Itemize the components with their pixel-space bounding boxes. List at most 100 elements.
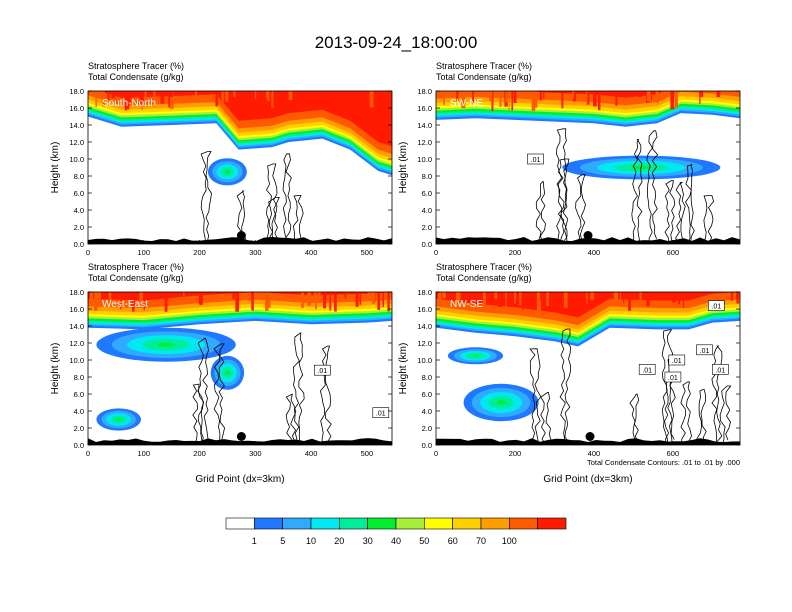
colorbar-label: 60 — [448, 536, 458, 546]
tracer-streak — [235, 292, 239, 312]
x-tick-label: 500 — [361, 248, 374, 257]
colorbar-swatch — [423, 517, 453, 530]
plot-area: .01 — [436, 91, 740, 244]
tracer-streak — [194, 91, 197, 99]
terrain — [436, 438, 740, 445]
tracer-streak — [628, 292, 631, 311]
terrain — [88, 438, 392, 445]
panel-south-north: South-North Stratosphere Tracer (%)Total … — [50, 61, 393, 257]
contour-label: .01 — [711, 304, 721, 311]
tracer-streak — [531, 91, 536, 111]
panel-header: Total Condensate (g/kg) — [436, 72, 532, 82]
tracer-streak — [735, 292, 739, 299]
colorbar-swatch — [367, 517, 397, 530]
tracer-streak — [90, 292, 94, 302]
tracer-streak — [586, 292, 588, 305]
tracer-streak — [671, 292, 676, 303]
x-tick-label: 400 — [305, 248, 318, 257]
contour-label-box — [696, 344, 713, 356]
location-marker — [585, 432, 595, 441]
tracer-streak — [541, 292, 545, 299]
tracer-streak — [561, 91, 564, 109]
tracer-streak — [315, 292, 317, 310]
tracer-streak — [232, 292, 235, 300]
tracer-streak — [288, 91, 293, 101]
tracer-streak — [730, 292, 734, 301]
tracer-streak — [107, 91, 110, 101]
x-tick-label: 300 — [249, 449, 262, 458]
tracer-streak — [215, 91, 219, 107]
tracer-streak — [359, 292, 362, 305]
condensate-contour — [285, 393, 297, 445]
tracer-streak — [505, 91, 508, 103]
tracer-streak — [534, 91, 538, 108]
tracer-streak — [593, 91, 597, 107]
y-tick-label: 6.0 — [422, 390, 432, 399]
tracer-streak — [513, 91, 517, 103]
y-tick-label: 8.0 — [422, 373, 432, 382]
tracer-streak — [441, 292, 446, 299]
tracer-streak — [307, 292, 311, 306]
colorbar-swatch — [508, 517, 538, 530]
x-tick-label: 0 — [434, 449, 438, 458]
condensate-contour — [319, 345, 332, 445]
tracer-streak — [164, 292, 168, 312]
tracer-streak — [108, 292, 112, 301]
tracer-streak — [301, 292, 304, 308]
panel-header: Total Condensate (g/kg) — [436, 273, 532, 283]
colorbar-swatch — [338, 517, 368, 530]
panel-label: West-East — [102, 299, 148, 310]
colorbar-swatch — [480, 517, 510, 530]
tracer-streak — [595, 292, 598, 300]
colorbar-label: 5 — [280, 536, 285, 546]
y-tick-label: 4.0 — [74, 206, 84, 215]
tracer-streak — [378, 91, 381, 104]
tracer-streak — [329, 292, 332, 311]
tracer-streak — [443, 91, 445, 105]
panel-header: Total Condensate (g/kg) — [88, 72, 184, 82]
y-tick-label: 18.0 — [69, 87, 84, 96]
condensate-contour — [292, 195, 304, 244]
tracer-streak — [160, 91, 165, 104]
tracer-streak — [499, 91, 502, 107]
tracer-streak — [323, 292, 327, 309]
contour-label: .01 — [672, 358, 682, 365]
y-tick-label: 16.0 — [417, 305, 432, 314]
contour-label-box — [313, 364, 331, 376]
x-tick-label: 200 — [509, 248, 522, 257]
tracer-streak — [598, 292, 600, 301]
tracer-streak — [511, 91, 514, 111]
contour-label: .01 — [642, 367, 652, 374]
tracer-streak — [682, 292, 684, 309]
y-tick-label: 6.0 — [74, 390, 84, 399]
y-tick-label: 8.0 — [74, 373, 84, 382]
tracer-blob — [157, 342, 175, 347]
y-tick-label: 0.0 — [422, 441, 432, 450]
tracer-streak — [266, 91, 269, 99]
x-tick-label: 200 — [193, 449, 206, 458]
contour-label-box — [668, 354, 686, 366]
x-tick-label: 0 — [86, 449, 90, 458]
tracer-streak — [677, 292, 681, 305]
y-tick-label: 4.0 — [422, 407, 432, 416]
tracer-streak — [97, 292, 101, 302]
plot-area: .01 .01 .01 .01 .01 .01 — [436, 292, 740, 445]
tracer-band-11 — [436, 292, 740, 318]
contour-label: .01 — [700, 348, 710, 355]
condensate-contour — [236, 190, 247, 244]
tracer-streak — [132, 292, 135, 312]
contour-label-box — [707, 300, 725, 311]
y-tick-label: 10.0 — [417, 356, 432, 365]
plot-frame — [87, 291, 393, 446]
y-tick-label: 0.0 — [422, 240, 432, 249]
y-tick-label: 2.0 — [74, 424, 84, 433]
x-tick-label: 400 — [588, 449, 601, 458]
tracer-streak — [287, 91, 290, 104]
tracer-streak — [615, 91, 618, 106]
tracer-streak — [226, 91, 231, 106]
location-marker — [236, 432, 246, 441]
tracer-streak — [613, 292, 618, 305]
tracer-streak — [129, 91, 131, 104]
tracer-streak — [699, 91, 701, 104]
colorbar-swatch — [452, 517, 482, 530]
